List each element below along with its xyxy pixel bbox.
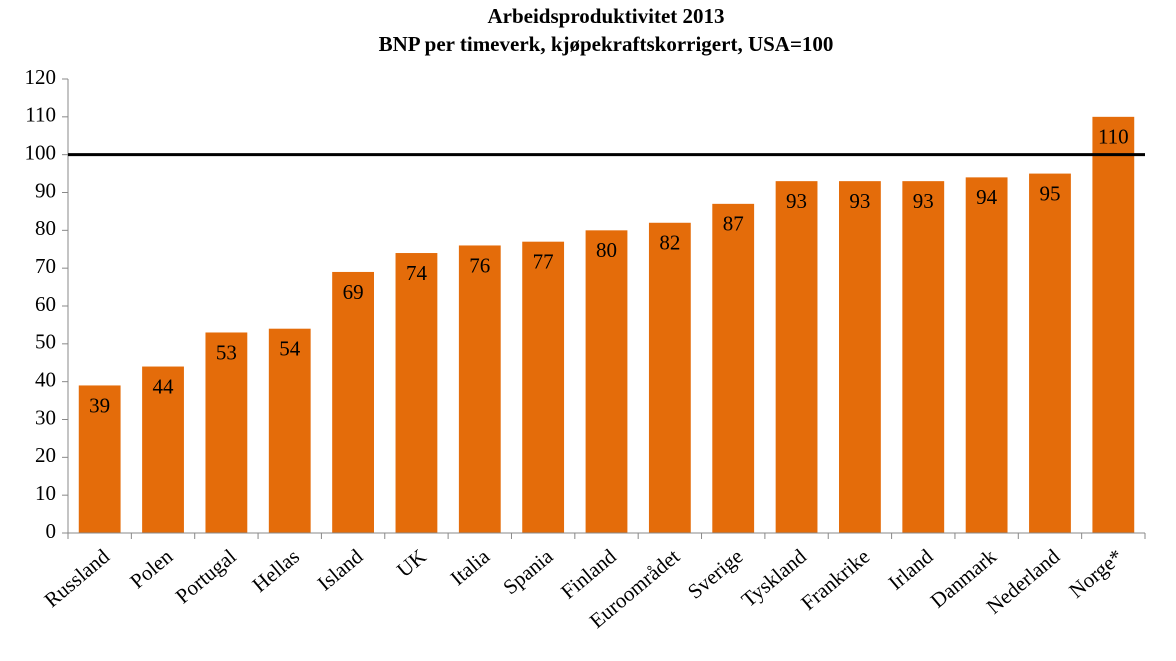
data-label: 77 [533, 249, 554, 273]
bar [839, 181, 881, 533]
bar [1029, 173, 1071, 534]
x-tick-label: Italia [446, 544, 495, 591]
y-tick-label: 110 [25, 103, 56, 127]
y-tick-label: 80 [35, 216, 56, 240]
x-tick-label: Portugal [171, 544, 241, 608]
bar [585, 230, 628, 534]
bar [142, 366, 184, 533]
x-tick-label: Polen [125, 544, 177, 593]
data-label: 80 [596, 238, 617, 262]
data-label: 93 [849, 189, 870, 213]
data-label: 76 [469, 253, 490, 277]
bar [522, 241, 565, 533]
x-tick-label: Spania [498, 544, 558, 600]
x-tick-label: Island [313, 544, 368, 596]
bar [902, 181, 945, 533]
bar [965, 177, 1008, 533]
y-tick-label: 0 [46, 519, 57, 543]
data-label: 94 [976, 185, 998, 209]
data-label: 110 [1098, 125, 1129, 149]
data-label: 95 [1039, 181, 1060, 205]
x-tick-label: UK [392, 544, 431, 582]
chart-subtitle: BNP per timeverk, kjøpekraftskorrigert, … [379, 32, 834, 56]
y-tick-label: 30 [35, 405, 56, 429]
y-tick-label: 100 [25, 140, 57, 164]
x-tick-label: Frankrike [796, 544, 874, 615]
chart-title: Arbeidsproduktivitet 2013 [487, 4, 724, 28]
y-tick-label: 20 [35, 443, 56, 467]
x-tick-label: Russland [40, 544, 115, 612]
bar [775, 181, 818, 533]
y-tick-label: 60 [35, 292, 56, 316]
bar [1092, 116, 1135, 533]
data-label: 74 [406, 261, 428, 285]
data-label: 93 [913, 189, 934, 213]
x-tick-label: Norge* [1064, 544, 1127, 603]
bar [332, 271, 374, 533]
x-tick-label: Hellas [248, 544, 305, 597]
data-label: 54 [279, 337, 301, 361]
y-tick-label: 70 [35, 254, 56, 278]
data-label: 93 [786, 189, 807, 213]
bar [648, 222, 691, 533]
data-label: 87 [723, 212, 744, 236]
bar [205, 332, 248, 533]
bar [78, 385, 121, 533]
data-label: 53 [216, 340, 237, 364]
data-label: 82 [659, 231, 680, 255]
bar [712, 203, 755, 533]
x-tick-label: Irland [884, 544, 938, 595]
data-label: 39 [89, 393, 110, 417]
y-tick-label: 10 [35, 481, 56, 505]
bar [458, 245, 501, 533]
y-tick-label: 50 [35, 330, 56, 354]
y-tick-label: 120 [25, 65, 57, 89]
bar [395, 253, 438, 534]
data-label: 44 [153, 374, 175, 398]
y-tick-label: 40 [35, 367, 56, 391]
y-tick-label: 90 [35, 178, 56, 202]
data-label: 69 [343, 280, 364, 304]
bar [268, 328, 311, 533]
